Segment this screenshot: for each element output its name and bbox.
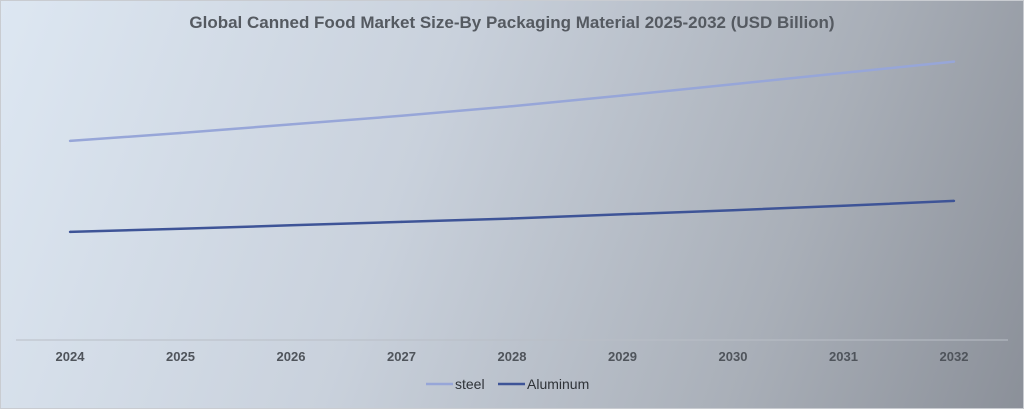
data-point-aluminum-2027 — [400, 220, 403, 224]
data-point-steel-2030 — [731, 83, 735, 86]
data-point-steel-2024 — [68, 139, 72, 143]
data-point-steel-2029 — [621, 94, 624, 97]
x-tick-label: 2025 — [166, 349, 195, 364]
chart-title: Global Canned Food Market Size-By Packag… — [189, 13, 835, 32]
series-layer — [68, 60, 956, 234]
x-tick-labels: 2024 2025 2026 2027 2028 2029 2030 2031 2032 — [56, 349, 969, 364]
x-tick-label: 2032 — [940, 349, 969, 364]
data-point-aluminum-2026 — [289, 224, 293, 227]
data-point-steel-2026 — [289, 123, 293, 126]
x-tick-label: 2031 — [829, 349, 858, 364]
x-tick-label: 2026 — [277, 349, 306, 364]
legend-label-aluminum: Aluminum — [527, 376, 589, 392]
legend-label-steel: steel — [455, 376, 485, 392]
series-line-steel — [69, 60, 955, 143]
data-point-aluminum-2029 — [621, 213, 624, 216]
data-point-steel-2025 — [179, 131, 182, 135]
data-point-aluminum-2028 — [510, 217, 514, 220]
series-line-aluminum — [69, 199, 955, 234]
x-tick-label: 2029 — [608, 349, 637, 364]
data-point-aluminum-2031 — [842, 204, 845, 207]
legend: steel Aluminum — [426, 376, 589, 392]
data-point-steel-2028 — [510, 105, 514, 108]
data-point-aluminum-2025 — [179, 227, 182, 230]
x-tick-label: 2024 — [56, 349, 86, 364]
data-point-aluminum-2030 — [731, 209, 735, 212]
data-point-steel-2032 — [952, 60, 956, 63]
x-tick-label: 2030 — [719, 349, 748, 364]
data-point-steel-2031 — [842, 71, 845, 75]
data-point-aluminum-2032 — [952, 199, 956, 203]
x-tick-label: 2027 — [387, 349, 416, 364]
x-tick-label: 2028 — [498, 349, 527, 364]
data-point-steel-2027 — [400, 114, 403, 118]
data-point-aluminum-2024 — [68, 230, 72, 234]
